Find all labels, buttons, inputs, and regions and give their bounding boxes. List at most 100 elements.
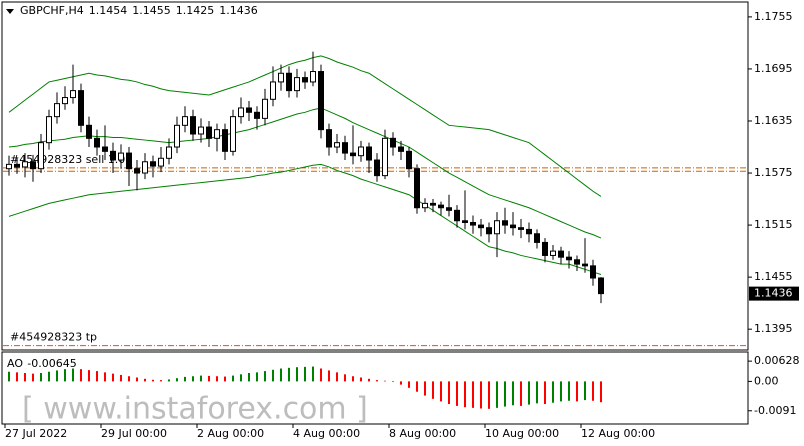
candle-body — [422, 202, 428, 209]
menu-arrow[interactable] — [6, 9, 14, 14]
candle-body — [182, 116, 188, 126]
x-tick-label: 29 Jul 00:00 — [101, 427, 167, 440]
ao-tick-label: 0.00628 — [754, 354, 800, 367]
candle-body — [470, 221, 476, 226]
candle-body — [214, 129, 220, 139]
candle-body — [486, 227, 492, 235]
candle-body — [94, 137, 100, 148]
y-tick-label: 1.1755 — [754, 10, 793, 23]
candle-body — [286, 72, 292, 92]
candle-body — [478, 224, 484, 229]
x-tick-label: 10 Aug 00:00 — [485, 427, 559, 440]
candle-body — [534, 233, 540, 243]
last-close: 1.1436 — [219, 4, 258, 17]
x-tick-label: 4 Aug 00:00 — [293, 427, 360, 440]
candle-body — [518, 227, 524, 230]
candle-body — [30, 161, 36, 170]
watermark: [ www.instaforex.com ] — [22, 392, 368, 427]
candle-body — [318, 71, 324, 131]
candle-body — [190, 116, 196, 135]
candle-body — [574, 259, 580, 265]
y-tick-label: 1.1455 — [754, 270, 793, 283]
candle-body — [46, 116, 52, 144]
candle-body — [510, 224, 516, 229]
candle-body — [302, 77, 308, 83]
y-tick-label: 1.1575 — [754, 166, 793, 179]
candle-body — [166, 146, 172, 159]
candle-body — [78, 90, 84, 126]
candle-body — [366, 146, 372, 161]
bollinger-upper — [8, 55, 602, 197]
candle-body — [526, 228, 532, 235]
last-high: 1.1455 — [132, 4, 171, 17]
candle-body — [358, 146, 364, 157]
y-tick-label: 1.1395 — [754, 322, 793, 335]
candle-body — [294, 77, 300, 92]
x-tick-label: 8 Aug 00:00 — [389, 427, 456, 440]
x-tick-label: 27 Jul 2022 — [5, 427, 67, 440]
candle-body — [590, 265, 596, 279]
candle-body — [110, 150, 116, 161]
main-panel — [1, 1, 749, 351]
candle-body — [390, 137, 396, 148]
current-price-box — [749, 286, 799, 301]
candle-body — [582, 263, 588, 267]
candle-body — [158, 157, 164, 167]
ao-panel — [1, 351, 749, 425]
candle-body — [198, 126, 204, 135]
y-tick-label: 1.1695 — [754, 62, 793, 75]
current-price-label: 1.1436 — [754, 287, 793, 300]
candle-body — [126, 152, 132, 170]
ao-header: AO -0.00645 — [7, 357, 77, 370]
candle-body — [254, 111, 260, 119]
y-tick-label: 1.1515 — [754, 218, 793, 231]
candle-body — [142, 161, 148, 174]
symbol: GBPCHF,H4 — [20, 4, 84, 17]
candle-body — [598, 277, 604, 295]
candle-body — [230, 116, 236, 152]
last-open: 1.1454 — [89, 4, 128, 17]
ao-tick-label: -0.0091 — [754, 404, 796, 417]
candle-body — [462, 220, 468, 223]
candle-body — [406, 150, 412, 170]
candle-body — [150, 161, 156, 167]
order-label: #454928323 tp — [10, 331, 97, 344]
candle-body — [398, 146, 404, 152]
candle-body — [270, 81, 276, 100]
candle-body — [70, 90, 76, 99]
candle-body — [206, 126, 212, 139]
candle-body — [118, 152, 124, 161]
ao-tick-label: 0.00 — [754, 374, 779, 387]
candle-body — [310, 71, 316, 83]
candle-body — [174, 124, 180, 148]
candle-body — [54, 103, 60, 118]
bollinger-lower — [8, 163, 602, 276]
last-low: 1.1425 — [176, 4, 215, 17]
candle-body — [342, 142, 348, 154]
candle-body — [454, 209, 460, 222]
candle-body — [6, 163, 12, 170]
candle-body — [382, 137, 388, 177]
candle-body — [22, 161, 28, 168]
candle-body — [326, 129, 332, 148]
candle-body — [134, 168, 140, 174]
x-tick-label: 12 Aug 00:00 — [581, 427, 655, 440]
bollinger-middle — [8, 107, 602, 239]
candle-body — [238, 107, 244, 118]
candle-body — [502, 220, 508, 226]
candle-body — [350, 152, 356, 157]
y-tick-label: 1.1635 — [754, 114, 793, 127]
ao-name: AO — [7, 357, 23, 370]
candle-body — [222, 129, 228, 152]
candle-body — [542, 241, 548, 256]
candle-body — [262, 98, 268, 119]
candle-body — [334, 142, 340, 148]
candle-body — [566, 256, 572, 261]
candle-body — [558, 250, 564, 258]
candle-body — [438, 204, 444, 209]
candle-body — [278, 72, 284, 83]
candle-body — [38, 142, 44, 170]
ao-value: -0.00645 — [27, 357, 76, 370]
